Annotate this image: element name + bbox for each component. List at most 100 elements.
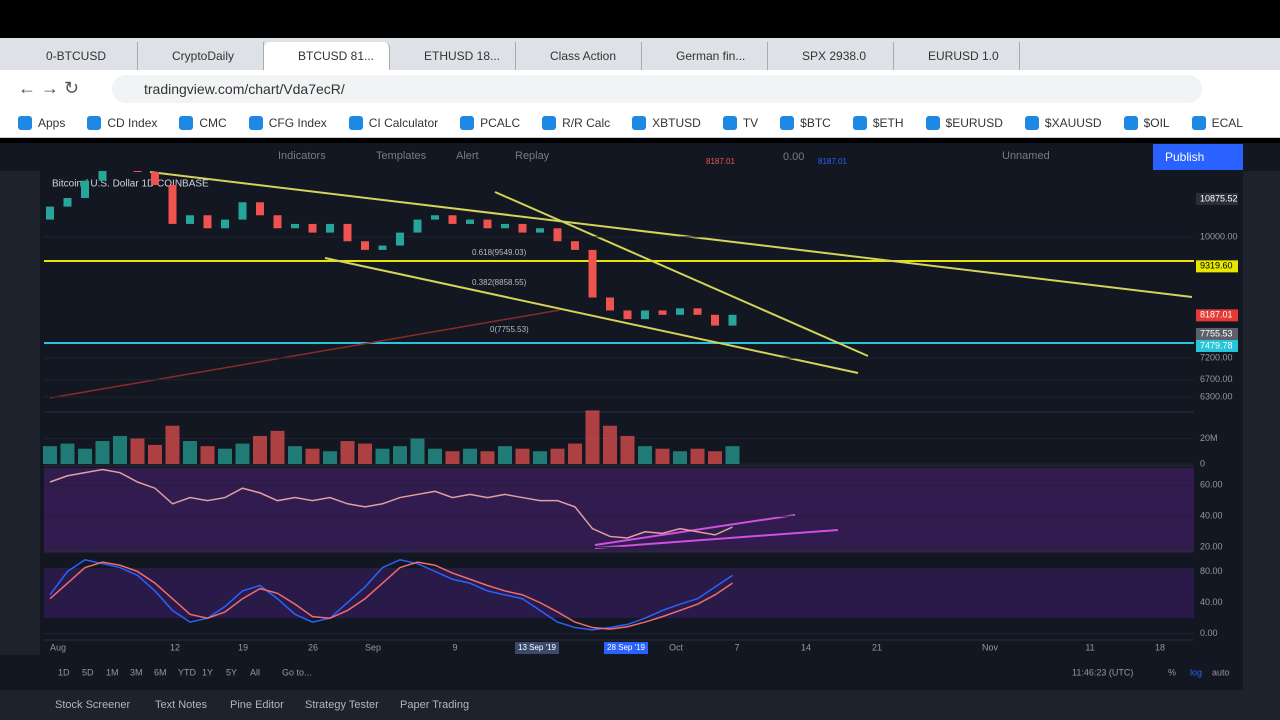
timeframe[interactable]: 5D bbox=[82, 667, 94, 677]
tab[interactable]: BTCUSD 81... bbox=[264, 42, 390, 70]
bottom-tabs bbox=[0, 690, 1243, 720]
y-tick-label: 10000.00 bbox=[1200, 231, 1238, 241]
timeframe[interactable]: 3M bbox=[130, 667, 143, 677]
bookmark[interactable]: $BTC bbox=[780, 115, 831, 130]
x-tick-label: 11 bbox=[1085, 642, 1094, 652]
publish-button[interactable]: Publish bbox=[1153, 144, 1243, 170]
volume-bar bbox=[43, 446, 57, 464]
timeframe[interactable]: YTD bbox=[178, 667, 197, 677]
nav-buttons[interactable]: ← → ↻ bbox=[18, 78, 80, 98]
candle bbox=[711, 314, 719, 326]
candle bbox=[553, 228, 562, 242]
bookmark[interactable]: TV bbox=[722, 115, 758, 130]
volume-bar bbox=[393, 446, 407, 464]
bookmark[interactable]: ECAL bbox=[1191, 115, 1243, 130]
volume-bar bbox=[673, 451, 687, 464]
x-tick-label: Aug bbox=[50, 642, 66, 652]
tab[interactable]: German fin... bbox=[642, 42, 768, 70]
volume-bar bbox=[568, 443, 582, 464]
scale-option[interactable]: % bbox=[1168, 667, 1176, 677]
timeframe[interactable]: 6M bbox=[154, 667, 167, 677]
volume-bar bbox=[620, 435, 635, 464]
timeframe[interactable]: All bbox=[250, 667, 260, 677]
scale-option[interactable]: auto bbox=[1212, 667, 1230, 677]
candle bbox=[186, 215, 194, 224]
bookmarks-bar: Apps CD Index CMC CFG Index CI Calculator PCA… bbox=[0, 108, 1280, 138]
tab[interactable]: 0-BTCUSD bbox=[12, 42, 138, 70]
volume-bar bbox=[218, 448, 232, 464]
bookmark[interactable]: PCALC bbox=[460, 115, 520, 130]
sell-price[interactable]: 8187.01 bbox=[706, 157, 735, 166]
bookmark[interactable]: $EURUSD bbox=[925, 115, 1003, 130]
price-tag-label: 8187.01 bbox=[1200, 310, 1233, 320]
candle bbox=[466, 219, 474, 224]
price-tag-label: 7755.53 bbox=[1200, 328, 1233, 338]
bottom-tab[interactable]: Text Notes bbox=[155, 699, 207, 711]
candle bbox=[221, 219, 229, 229]
url[interactable]: tradingview.com/chart/Vda7ecR/ bbox=[112, 75, 1202, 103]
volume-bar bbox=[183, 441, 197, 464]
tab[interactable]: Class Action bbox=[516, 42, 642, 70]
bottom-tab[interactable]: Strategy Tester bbox=[305, 699, 379, 711]
y-tick-label: 40.00 bbox=[1200, 597, 1223, 607]
bookmark[interactable]: CI Calculator bbox=[348, 115, 438, 130]
volume-bar bbox=[375, 448, 390, 464]
bookmark[interactable]: CFG Index bbox=[248, 115, 327, 130]
fib-label: 0(7755.53) bbox=[490, 325, 529, 334]
x-tick-label: 14 bbox=[801, 642, 811, 652]
candle bbox=[238, 202, 247, 220]
bottom-tab[interactable]: Stock Screener bbox=[55, 699, 131, 711]
volume-bar bbox=[358, 443, 372, 464]
trendline bbox=[149, 171, 1193, 298]
volume-bar bbox=[95, 441, 110, 464]
candle bbox=[203, 215, 212, 229]
tab[interactable]: EURUSD 1.0 bbox=[894, 42, 1020, 70]
layout-name[interactable]: Unnamed bbox=[1002, 150, 1050, 162]
candle bbox=[308, 223, 317, 233]
candle bbox=[291, 223, 299, 229]
tab[interactable]: CryptoDaily bbox=[138, 42, 264, 70]
timeframe[interactable]: 1Y bbox=[202, 667, 213, 677]
tab-bar: 0-BTCUSD CryptoDaily BTCUSD 81... ETHUSD 18… bbox=[0, 38, 1280, 70]
stoch-k bbox=[49, 558, 733, 631]
tab[interactable]: ETHUSD 18... bbox=[390, 42, 516, 70]
trendline bbox=[324, 257, 859, 374]
bookmark[interactable]: R/R Calc bbox=[542, 115, 610, 130]
bottom-tab[interactable]: Paper Trading bbox=[400, 699, 469, 711]
chart: Bitcoin / U.S. Dollar 1D COINBASE 10000.… bbox=[0, 171, 1280, 720]
symbol-title: Bitcoin / U.S. Dollar 1D COINBASE bbox=[52, 179, 209, 190]
rsi-trendline bbox=[594, 514, 796, 546]
crosshair-date-bg bbox=[515, 642, 559, 654]
timeframe[interactable]: 5Y bbox=[226, 667, 237, 677]
volume-bar bbox=[165, 425, 180, 464]
timeframe[interactable]: 1D bbox=[58, 667, 70, 677]
candle bbox=[483, 219, 492, 229]
bookmark[interactable]: CD Index bbox=[87, 115, 157, 130]
buy-price[interactable]: 8187.01 bbox=[818, 157, 847, 166]
price-tag-label: 10875.52 bbox=[1200, 193, 1238, 203]
candle bbox=[326, 223, 334, 233]
bookmark[interactable]: $ETH bbox=[852, 115, 904, 130]
volume-bar bbox=[445, 451, 460, 464]
toolbar-button[interactable]: Replay bbox=[515, 150, 550, 162]
rsi-pane bbox=[44, 468, 1194, 552]
candle bbox=[151, 172, 159, 185]
bookmark[interactable]: $XAUUSD bbox=[1024, 115, 1102, 130]
toolbar-button[interactable]: Indicators bbox=[278, 150, 326, 162]
candle bbox=[361, 241, 369, 250]
timeframe[interactable]: 1M bbox=[106, 667, 119, 677]
bookmark[interactable]: $OIL bbox=[1123, 115, 1170, 130]
toolbar-button[interactable]: Alert bbox=[456, 150, 479, 162]
toolbar-button[interactable]: Templates bbox=[376, 150, 427, 162]
scale-option[interactable]: log bbox=[1190, 667, 1202, 677]
x-tick-label: 21 bbox=[872, 642, 882, 652]
volume-bar bbox=[480, 451, 495, 464]
bookmark[interactable]: CMC bbox=[179, 115, 227, 130]
address-bar: ← → ↻ tradingview.com/chart/Vda7ecR/ bbox=[0, 70, 1280, 108]
bottom-tab[interactable]: Pine Editor bbox=[230, 699, 284, 711]
candle bbox=[133, 171, 142, 172]
y-tick-label: 80.00 bbox=[1200, 566, 1223, 576]
tab[interactable]: SPX 2938.0 bbox=[768, 42, 894, 70]
bookmark[interactable]: XBTUSD bbox=[632, 115, 701, 130]
bookmark[interactable]: Apps bbox=[18, 115, 65, 130]
